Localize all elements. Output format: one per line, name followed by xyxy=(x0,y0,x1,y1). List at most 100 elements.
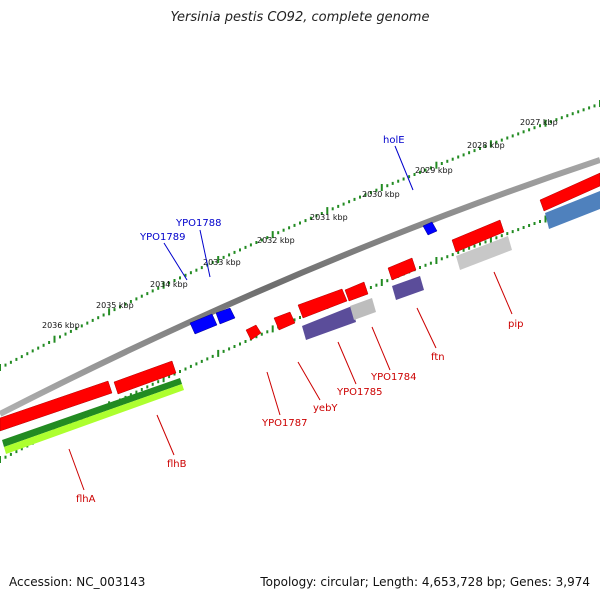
scale-minor-tick xyxy=(375,283,378,287)
genome-backbone xyxy=(0,157,600,417)
scale-minor-tick xyxy=(168,281,171,285)
scale-minor-tick xyxy=(129,300,132,303)
scale-minor-tick xyxy=(228,347,231,351)
scale-minor-tick xyxy=(244,340,247,343)
scale-major-tick xyxy=(326,207,329,215)
scale-minor-tick xyxy=(560,116,563,120)
track-band-green xyxy=(2,378,182,447)
scale-minor-tick xyxy=(222,349,225,353)
scale-minor-tick xyxy=(593,104,596,108)
scale-major-tick xyxy=(217,349,220,357)
gene-arrow[interactable] xyxy=(451,219,505,253)
gene-arrow[interactable] xyxy=(387,257,417,281)
gene-label-YPO1787[interactable]: YPO1787 xyxy=(261,418,307,429)
scale-minor-tick xyxy=(500,234,503,238)
scale-minor-tick xyxy=(184,273,187,277)
scale-label: 2028 kbp xyxy=(467,141,505,150)
scale-minor-tick xyxy=(462,248,465,252)
scale-minor-tick xyxy=(179,276,181,280)
scale-minor-tick xyxy=(255,335,258,339)
scale-minor-tick xyxy=(124,302,127,306)
scale-minor-tick xyxy=(528,224,531,227)
scale-minor-tick xyxy=(233,345,236,348)
scale-minor-tick xyxy=(413,173,416,176)
scale-major-tick xyxy=(217,256,220,263)
gene-label-YPO1788[interactable]: YPO1788 xyxy=(175,218,221,229)
scale-minor-tick xyxy=(80,324,83,328)
gene-label-holE[interactable]: holE xyxy=(383,135,405,146)
scale-minor-tick xyxy=(86,321,89,325)
gene-label-flhB[interactable]: flhB xyxy=(167,459,187,470)
gene-label-yebY[interactable]: yebY xyxy=(313,403,338,414)
scale-minor-tick xyxy=(522,130,525,134)
callout-line-YPO1788 xyxy=(199,229,211,278)
track-band-gray xyxy=(350,298,376,320)
scale-minor-tick xyxy=(588,106,591,110)
scale-minor-tick xyxy=(342,202,345,206)
scale-minor-tick xyxy=(517,228,520,232)
scale-minor-tick xyxy=(348,200,351,204)
scale-minor-tick xyxy=(419,266,421,269)
scale-label: 2033 kbp xyxy=(203,258,241,267)
scale-minor-tick xyxy=(451,157,454,161)
gene-arrow[interactable] xyxy=(539,172,600,212)
gene-arrow[interactable] xyxy=(297,288,348,319)
scale-minor-tick xyxy=(211,261,214,264)
scale-label: 2032 kbp xyxy=(257,236,295,245)
scale-minor-tick xyxy=(146,292,149,296)
gene-label-YPO1789[interactable]: YPO1789 xyxy=(139,232,185,243)
scale-minor-tick xyxy=(555,118,558,122)
callout-line-pip xyxy=(493,271,513,315)
scale-minor-tick xyxy=(369,191,372,194)
gene-arrow[interactable] xyxy=(189,313,218,335)
scale-minor-tick xyxy=(277,231,280,235)
gene-arrow[interactable] xyxy=(0,380,113,432)
gene-label-pip[interactable]: pip xyxy=(508,319,523,330)
gene-arrow[interactable] xyxy=(422,221,438,236)
scale-minor-tick xyxy=(69,329,72,333)
scale-minor-tick xyxy=(408,175,411,179)
scale-minor-tick xyxy=(282,228,285,232)
scale-minor-tick xyxy=(473,244,476,248)
scale-major-tick xyxy=(108,308,111,316)
scale-major-tick xyxy=(435,161,438,169)
track-band-purple xyxy=(392,276,424,300)
scale-minor-tick xyxy=(539,220,541,223)
scale-minor-tick xyxy=(571,112,574,116)
gene-arrow[interactable] xyxy=(273,311,296,331)
scale-minor-tick xyxy=(102,313,105,317)
scale-minor-tick xyxy=(369,286,372,289)
scale-label: 2031 kbp xyxy=(310,213,348,222)
scale-minor-tick xyxy=(484,144,487,148)
gene-arrow[interactable] xyxy=(215,307,236,325)
callout-line-flhA xyxy=(68,448,85,491)
scale-minor-tick xyxy=(206,357,209,361)
gene-arrow[interactable] xyxy=(113,360,177,395)
scale-minor-tick xyxy=(337,204,340,208)
scale-major-tick xyxy=(380,184,383,191)
scale-minor-tick xyxy=(320,212,323,215)
gene-label-ftn[interactable]: ftn xyxy=(431,352,445,363)
scale-minor-tick xyxy=(211,354,214,358)
scale-minor-tick xyxy=(146,385,149,389)
gene-label-flhA[interactable]: flhA xyxy=(76,494,96,505)
scale-major-tick xyxy=(53,335,56,343)
scale-minor-tick xyxy=(533,126,536,130)
scale-minor-tick xyxy=(168,375,171,379)
gene-arrow[interactable] xyxy=(245,324,262,341)
scale-minor-tick xyxy=(391,181,394,185)
gene-arrow[interactable] xyxy=(344,281,369,302)
gene-label-YPO1784[interactable]: YPO1784 xyxy=(370,372,416,383)
scale-minor-tick xyxy=(9,360,12,364)
forward-genes xyxy=(0,172,600,432)
scale-minor-tick xyxy=(288,226,291,230)
scale-minor-tick xyxy=(364,193,367,197)
scale-minor-tick xyxy=(484,240,487,244)
gene-label-YPO1785[interactable]: YPO1785 xyxy=(336,387,382,398)
callout-line-YPO1784 xyxy=(371,326,391,371)
scale-minor-tick xyxy=(451,253,454,257)
track-band-lime xyxy=(4,384,184,454)
scale-minor-tick xyxy=(129,393,132,397)
scale-minor-tick xyxy=(500,138,503,142)
